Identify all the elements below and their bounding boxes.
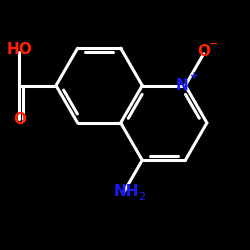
- Text: −: −: [208, 39, 218, 49]
- Text: HO: HO: [6, 42, 32, 57]
- Text: +: +: [190, 71, 198, 81]
- Text: 2: 2: [138, 192, 145, 202]
- Text: O: O: [13, 112, 26, 127]
- Text: N: N: [176, 78, 188, 93]
- Text: O: O: [197, 44, 210, 59]
- Text: NH: NH: [113, 184, 139, 200]
